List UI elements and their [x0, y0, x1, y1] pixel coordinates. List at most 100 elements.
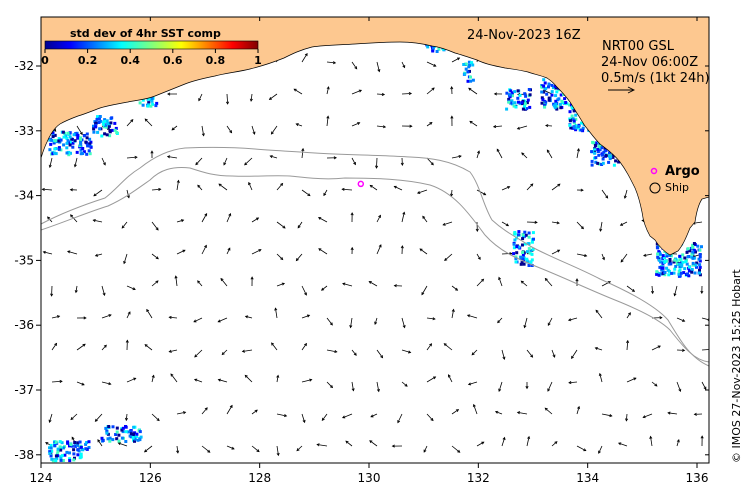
sst-pixel [151, 102, 155, 106]
current-vector-head [580, 188, 584, 192]
current-vector [70, 413, 78, 420]
current-vector-head [269, 155, 273, 159]
current-vector [551, 441, 558, 447]
current-vector [151, 413, 160, 421]
current-vector-head [554, 441, 558, 445]
sst-pixel [51, 135, 55, 139]
sst-pixel [544, 100, 548, 104]
sst-pixel [574, 117, 578, 121]
current-vector [568, 317, 578, 321]
current-vector-head [41, 187, 45, 191]
current-vector [451, 309, 455, 319]
current-vector-head [229, 130, 233, 134]
current-vector-head [575, 278, 579, 282]
current-vector [74, 157, 78, 167]
current-vector-head [521, 152, 525, 156]
sst-pixel [692, 242, 696, 245]
sst-pixel [127, 430, 130, 434]
current-vector-head [130, 119, 134, 123]
sst-pixel [110, 128, 114, 132]
sst-pixel [601, 153, 604, 157]
current-vector-head [530, 183, 534, 187]
current-vector [668, 412, 678, 415]
sst-pixel [525, 101, 529, 105]
current-vector [674, 285, 678, 296]
sst-pixel [603, 147, 607, 150]
sst-pixel [67, 153, 71, 157]
current-vector [76, 343, 86, 351]
current-vector [401, 349, 411, 353]
current-vector-head [256, 449, 260, 453]
current-vector-head [584, 254, 588, 258]
current-vector [244, 157, 253, 166]
sst-pixel [672, 271, 676, 275]
current-vector-head [523, 325, 527, 329]
sst-pixel [524, 233, 528, 237]
current-vector-head [297, 225, 301, 229]
current-vector [167, 156, 178, 159]
sst-pixel [663, 273, 667, 277]
current-vector-head [108, 314, 112, 318]
current-vector-head [393, 185, 397, 189]
current-vector-head [316, 443, 320, 447]
current-vector-head [676, 439, 680, 443]
sst-pixel [71, 141, 75, 145]
sst-pixel [61, 130, 65, 134]
sst-pixel [600, 163, 604, 166]
current-vector [401, 381, 408, 387]
sst-pixel [568, 110, 572, 114]
sst-pixel [672, 260, 676, 264]
sst-pixel [666, 268, 670, 272]
sst-pixel [597, 144, 601, 148]
current-vector [643, 413, 653, 418]
current-vector-head [280, 182, 284, 187]
current-vector-head [171, 127, 175, 131]
current-vector [576, 253, 587, 257]
current-vector [51, 315, 60, 319]
current-vector-head [354, 66, 358, 70]
current-vector [643, 253, 653, 257]
sst-pixel [512, 104, 516, 108]
current-vector [376, 381, 380, 392]
sst-pixel [683, 256, 687, 260]
current-vector-head [625, 418, 629, 422]
sst-pixel [59, 138, 63, 142]
current-vector [244, 375, 253, 383]
current-vector [370, 413, 378, 418]
current-vector [517, 411, 528, 415]
current-vector [467, 314, 478, 319]
sst-pixel [85, 136, 89, 140]
current-vector [101, 157, 106, 166]
current-vector [498, 277, 503, 287]
current-vector-head [530, 354, 534, 358]
colorbar-title: std dev of 4hr SST comp [70, 27, 221, 40]
x-tick-label: 134 [576, 471, 599, 485]
sst-pixel [513, 232, 517, 236]
current-vector-head [443, 343, 447, 347]
sst-pixel [657, 273, 661, 277]
current-vector [201, 125, 205, 136]
current-vector-head [467, 382, 472, 386]
current-vector [626, 377, 637, 383]
sst-pixel [658, 265, 662, 269]
sst-pixel [58, 440, 62, 444]
current-vector [451, 445, 460, 453]
sst-pixel [542, 78, 546, 82]
sst-pixel [677, 262, 681, 266]
current-vector [326, 86, 329, 95]
current-vector-head [623, 195, 627, 199]
current-vector [401, 93, 412, 95]
current-vector-head [493, 92, 498, 96]
sst-pixel [128, 434, 132, 438]
current-vector-head [102, 162, 106, 166]
sst-pixel [141, 103, 145, 107]
sst-pixel [79, 138, 82, 142]
current-vector-head [505, 223, 510, 227]
x-tick-label: 128 [248, 471, 271, 485]
sst-pixel [154, 104, 158, 108]
current-vector [345, 440, 353, 447]
current-vector-head [94, 418, 98, 422]
current-vector [275, 308, 278, 319]
product-time-label: 24-Nov 06:00Z [601, 55, 698, 70]
sst-pixel [72, 452, 76, 456]
